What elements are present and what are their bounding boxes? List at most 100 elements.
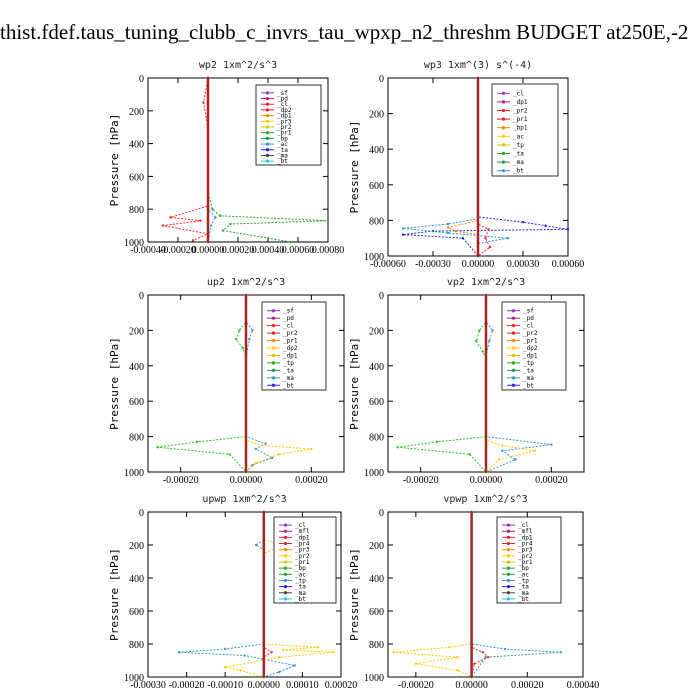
panel-title: up2 1xm^2/s^3: [207, 277, 285, 288]
legend-entry: _pr2: [513, 108, 528, 115]
legend-marker: [501, 91, 506, 95]
y-tick-label: 200: [369, 110, 384, 121]
legend-marker: [506, 585, 511, 589]
series-point: [470, 510, 473, 514]
series-point: [239, 669, 242, 672]
x-tick-label: 0.00020: [295, 475, 328, 486]
legend-entry: _pr1: [283, 338, 298, 345]
chart-upwp: upwp 1xm^2/s^3 Pressure [hPa] 0 200 400 600 80…: [108, 494, 357, 691]
y-tick-label: 1000: [364, 673, 384, 684]
legend-entry: _bt: [513, 168, 524, 175]
y-axis-label: Pressure [hPa]: [108, 337, 121, 430]
legend-marker: [501, 134, 506, 138]
series-point: [475, 339, 478, 343]
series-point: [248, 338, 251, 341]
legend-marker: [283, 548, 288, 552]
legend-marker: [501, 108, 506, 113]
series-point: [497, 458, 501, 461]
legend-entry: _ta: [295, 584, 306, 591]
panel-title: wp3 1xm^(3) s^(-4): [424, 60, 532, 71]
legend-marker: [506, 578, 511, 583]
y-tick-label: 800: [369, 433, 384, 444]
x-tick-label: -0.00060: [370, 259, 406, 270]
legend-marker: [271, 353, 276, 358]
y-tick-label: 200: [129, 326, 144, 337]
series-point: [244, 470, 248, 474]
legend-marker: [271, 331, 276, 335]
legend-entry: _mfl: [518, 528, 533, 535]
y-tick-label: 600: [369, 181, 384, 192]
y-tick-label: 200: [369, 541, 384, 552]
x-tick-label: 0.00080: [312, 245, 345, 256]
x-tick-label: 0.00030: [507, 259, 540, 270]
series-point: [206, 240, 210, 244]
legend-entry: _ta: [277, 147, 288, 154]
series-point: [229, 222, 232, 226]
y-tick-label: 800: [129, 640, 144, 651]
x-tick-label: 0.00000: [230, 475, 263, 486]
series-line: [402, 78, 569, 257]
x-tick-label: 0.00060: [552, 259, 585, 270]
series-point: [533, 449, 537, 452]
series-point: [550, 443, 553, 446]
series-line: [471, 512, 490, 678]
series-point: [448, 646, 451, 649]
series-point: [484, 237, 487, 240]
chart-wp2: wp2 1xm^2/s^3 Pressure [hPa] 0 200 400 600 800…: [108, 60, 344, 256]
y-axis-label: Pressure [hPa]: [348, 337, 361, 430]
series-point: [473, 662, 476, 665]
y-tick-label: 800: [369, 640, 384, 651]
legend-entry: _tp: [523, 360, 534, 367]
legend-entry: _pr3: [277, 118, 292, 125]
series-line: [485, 295, 552, 473]
legend-entry: _tp: [518, 577, 529, 584]
y-tick-label: 800: [369, 216, 384, 227]
x-tick-label: -0.00040: [130, 245, 166, 256]
y-tick-label: 400: [369, 574, 384, 585]
panel-title: vpwp 1xm^2/s^3: [443, 494, 527, 505]
series-point: [484, 656, 487, 659]
figure-title: thist.fdef.taus_tuning_clubb_c_invrs_tau…: [0, 20, 689, 44]
y-tick-label: 0: [379, 74, 384, 85]
series-point: [195, 440, 199, 444]
legend-marker: [283, 535, 288, 539]
legend-marker: [265, 114, 270, 118]
y-axis-label: Pressure [hPa]: [348, 548, 361, 641]
series-point: [481, 651, 484, 654]
series-line: [397, 295, 487, 473]
legend-entry: _bp: [518, 565, 529, 572]
series-point: [487, 656, 490, 659]
x-tick-label: 0.00000: [462, 259, 495, 270]
series-point: [264, 442, 267, 445]
chart-wp3: wp3 1xm^(3) s^(-4) Pressure [hPa] 0 200 400 6…: [348, 60, 584, 270]
plot-frame: [387, 511, 584, 678]
legend-marker: [283, 591, 288, 595]
legend-marker: [265, 159, 270, 163]
y-tick-label: 200: [129, 107, 144, 118]
legend-marker: [506, 529, 511, 533]
legend-entry: _ta: [523, 367, 534, 374]
series-point: [491, 329, 494, 332]
legend-marker: [283, 554, 288, 558]
x-tick-label: 0.00040: [567, 680, 600, 691]
legend-marker: [501, 151, 506, 156]
y-tick-label: 1000: [364, 468, 384, 479]
x-tick-label: 0.00020: [325, 680, 358, 691]
series-point: [454, 229, 457, 233]
legend-entry: _cl: [513, 90, 524, 97]
legend-marker: [265, 91, 270, 95]
legend-marker: [506, 548, 511, 552]
series-point: [514, 458, 517, 461]
legend-entry: _dp1: [513, 99, 528, 106]
legend-entry: _dp1: [295, 534, 310, 541]
legend-entry: _sf: [277, 90, 288, 97]
legend-marker: [501, 143, 506, 147]
legend-marker: [511, 324, 516, 328]
legend-entry: _pd: [283, 315, 294, 322]
x-tick-label: 0.00020: [511, 680, 544, 691]
series-point: [456, 656, 459, 659]
legend-entry: _sf: [523, 308, 534, 315]
legend-entry: _pr2: [518, 553, 533, 560]
legend-entry: _pr3: [295, 547, 310, 554]
legend-entry: _ac: [513, 133, 524, 140]
